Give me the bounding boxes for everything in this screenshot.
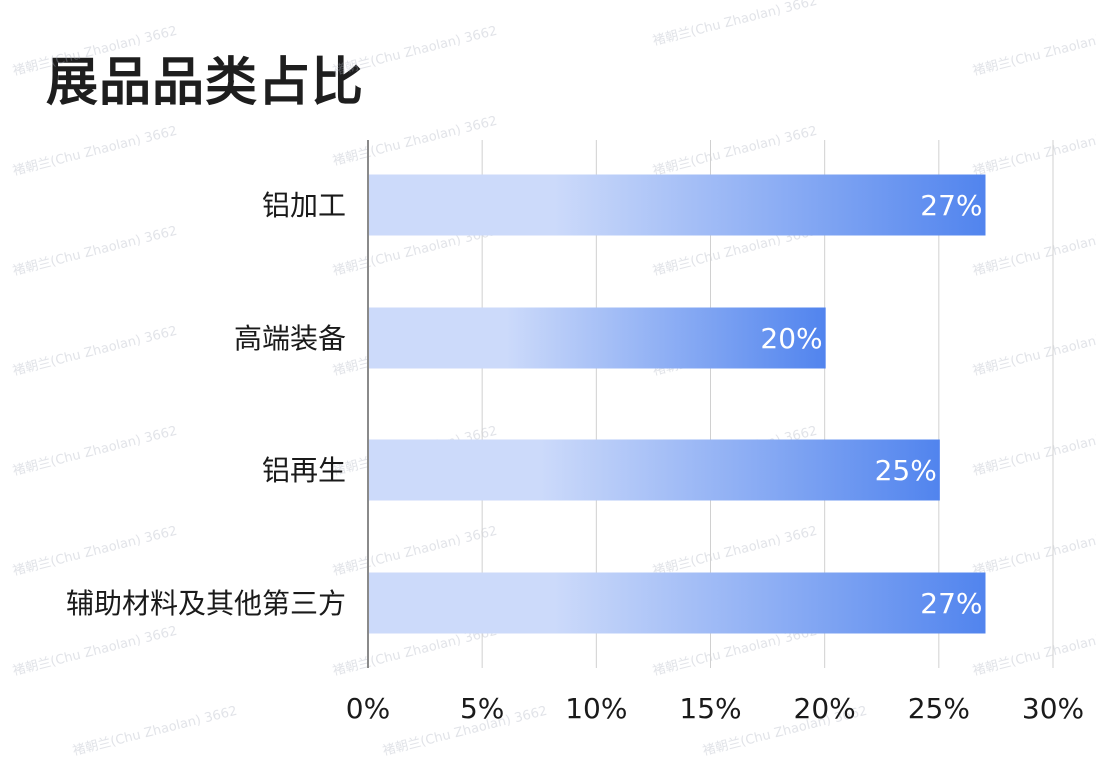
data-label: 27% [920,587,982,620]
x-tick-label: 0% [346,692,390,725]
bar-3 [369,572,986,634]
category-label: 高端装备 [234,322,346,355]
category-label: 铝再生 [262,454,346,487]
labels: 0% 5% 10% 15% 20% 25% 30% 铝加工 27% 高端装备 20% 铝再生 25% 辅助… [66,189,1084,725]
bar-1 [369,307,826,369]
data-label: 25% [875,454,937,487]
x-tick-label: 10% [565,692,627,725]
data-label: 27% [920,189,982,222]
bars [369,174,986,634]
x-tick-label: 30% [1022,692,1084,725]
x-tick-label: 25% [908,692,970,725]
x-tick-label: 15% [679,692,741,725]
bar-0 [369,174,986,236]
x-tick-label: 20% [794,692,856,725]
bar-2 [369,439,940,501]
x-tick-label: 5% [460,692,504,725]
category-label: 铝加工 [262,189,346,222]
chart-title: 展品品类占比 [46,53,365,113]
data-label: 20% [760,322,822,355]
category-label: 辅助材料及其他第三方 [66,587,346,620]
